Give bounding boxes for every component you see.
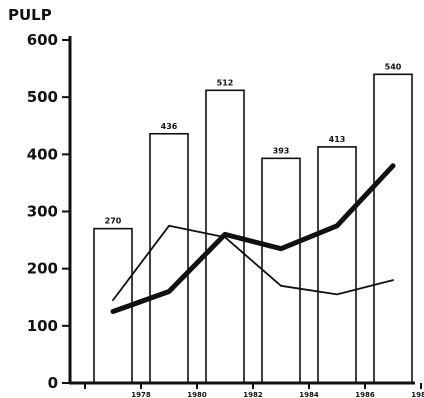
y-tick-label: 300: [27, 203, 58, 221]
y-tick-label: 0: [48, 374, 58, 392]
x-tick-label: 1982: [243, 391, 263, 398]
y-tick-label: 600: [27, 31, 58, 49]
labels-layer: 270 436 512 393 413 540 0 100 200 300 400 500 600 197…: [27, 31, 424, 398]
chart-title: PULP: [8, 6, 52, 24]
y-tick-label: 100: [27, 317, 58, 335]
bar-value-label: 436: [161, 122, 178, 131]
bar-value-label: 512: [217, 78, 234, 87]
lines-layer: [110, 163, 396, 315]
x-tick-label: 1978: [131, 391, 151, 398]
axes-layer: [62, 36, 422, 389]
bar-value-label: 270: [105, 217, 122, 226]
x-tick-label: 1980: [187, 391, 207, 398]
series-line-thin: [112, 224, 394, 302]
bar-value-label: 393: [273, 146, 290, 155]
y-tick-label: 200: [27, 260, 58, 278]
y-tick-label: 500: [27, 88, 58, 106]
bar: [261, 157, 301, 384]
bar-value-label: 540: [385, 62, 402, 71]
x-tick-label: 1988: [411, 391, 424, 398]
bar: [373, 73, 413, 384]
bar: [149, 132, 189, 384]
bars-layer: [93, 73, 413, 384]
series-line-thick: [110, 163, 396, 315]
bar: [317, 146, 357, 384]
y-tick-label: 400: [27, 145, 58, 163]
x-tick-label: 1986: [355, 391, 375, 398]
bar-value-label: 413: [329, 135, 346, 144]
x-tick-label: 1984: [299, 391, 319, 398]
